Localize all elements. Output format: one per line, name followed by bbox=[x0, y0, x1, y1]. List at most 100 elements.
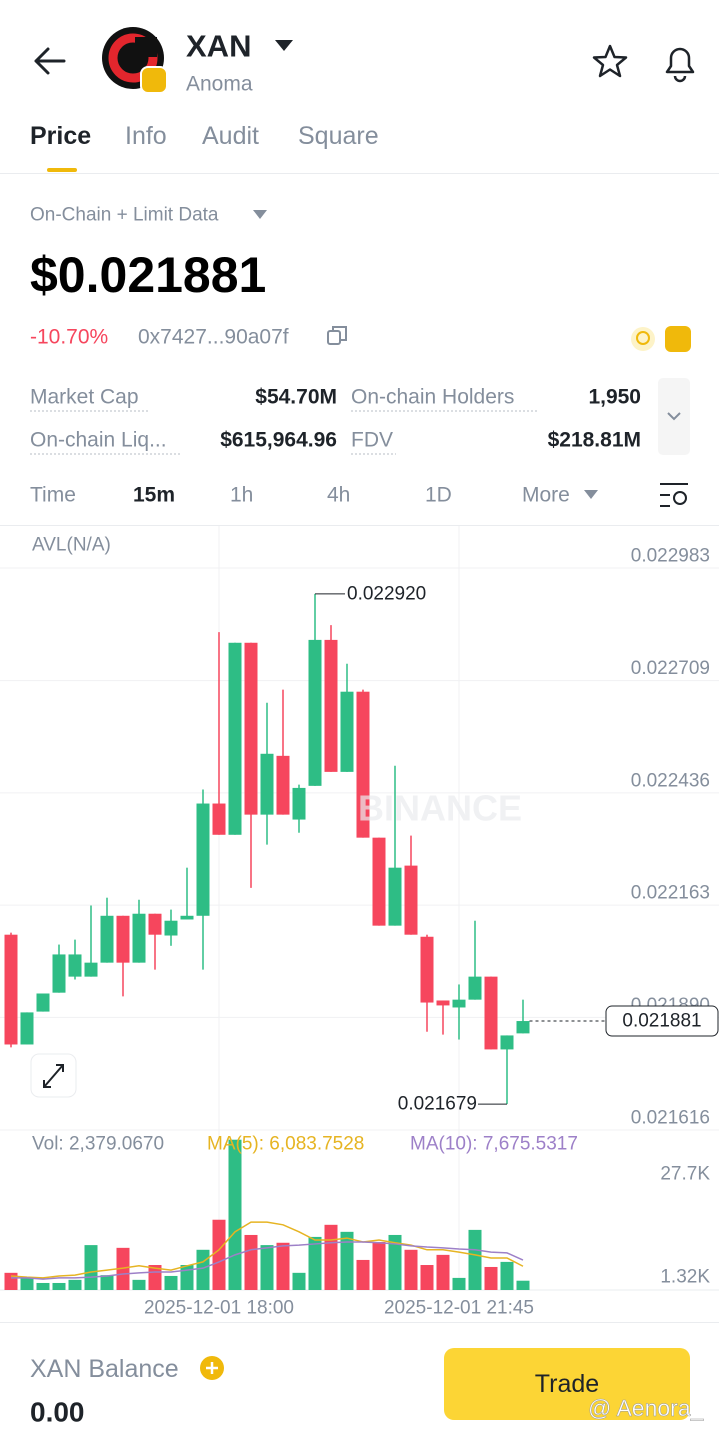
volume-bar bbox=[196, 1249, 210, 1290]
ma10-legend: MA(10): 7,675.5317 bbox=[410, 1134, 578, 1155]
volume-bar bbox=[228, 1139, 242, 1290]
chart-settings[interactable] bbox=[660, 483, 688, 507]
more-dropdown[interactable] bbox=[584, 490, 598, 499]
indicator-label: AVL(N/A) bbox=[32, 535, 111, 556]
volume-bar bbox=[212, 1219, 226, 1290]
volume-bar bbox=[132, 1279, 146, 1290]
candle-body bbox=[68, 954, 82, 977]
volume-bar bbox=[500, 1261, 514, 1290]
candle-body bbox=[324, 639, 338, 772]
volume-bar bbox=[36, 1282, 50, 1290]
divider bbox=[0, 525, 719, 526]
volume-bar bbox=[244, 1234, 258, 1290]
interval[interactable]: 15m bbox=[133, 484, 175, 507]
chevron bbox=[667, 412, 681, 421]
symbol-dropdown[interactable] bbox=[275, 40, 293, 51]
source-dropdown[interactable] bbox=[253, 210, 267, 219]
candle-body bbox=[340, 691, 354, 772]
candle-body bbox=[196, 803, 210, 916]
price-change: -10.70% bbox=[30, 326, 108, 349]
volume-bar bbox=[276, 1242, 290, 1290]
tab[interactable]: Audit bbox=[202, 122, 259, 150]
token-symbol: XAN bbox=[186, 29, 251, 64]
y-tick-label: 0.022436 bbox=[631, 770, 710, 791]
interval[interactable]: 1h bbox=[230, 484, 253, 507]
volume-bar bbox=[148, 1265, 162, 1290]
tab[interactable]: Price bbox=[30, 122, 91, 150]
volume-tick-label: 27.7K bbox=[660, 1163, 710, 1184]
back-button[interactable] bbox=[34, 47, 66, 75]
volume-tick-label: 1.32K bbox=[660, 1266, 710, 1287]
candle-body bbox=[484, 976, 498, 1050]
alert-button[interactable] bbox=[665, 47, 695, 83]
y-tick-label: 0.021616 bbox=[631, 1108, 710, 1129]
copy-button[interactable] bbox=[327, 326, 347, 345]
volume-bar bbox=[516, 1280, 530, 1290]
favorite-button[interactable] bbox=[592, 44, 628, 78]
interval[interactable]: More bbox=[522, 484, 570, 507]
candle-body bbox=[452, 999, 466, 1008]
ma5-line bbox=[10, 1221, 524, 1279]
ma10-line bbox=[11, 1241, 524, 1280]
candle-body bbox=[372, 837, 386, 926]
stat-value: $218.81M bbox=[548, 429, 641, 452]
volume-bar bbox=[260, 1245, 274, 1290]
candle-body bbox=[244, 642, 258, 815]
stat-label: FDV bbox=[351, 429, 393, 452]
x-tick-label: 2025-12-01 21:45 bbox=[384, 1298, 534, 1319]
candle-body bbox=[228, 642, 242, 835]
data-source[interactable]: On-Chain + Limit Data bbox=[30, 205, 219, 226]
stat-label: On-chain Liq... bbox=[30, 429, 167, 452]
candle-body bbox=[388, 867, 402, 926]
candle-body bbox=[420, 936, 434, 1003]
candle-body bbox=[52, 954, 66, 993]
token-name: Anoma bbox=[186, 73, 253, 96]
candle-body bbox=[292, 787, 306, 820]
volume-bar bbox=[388, 1234, 402, 1290]
volume-bar bbox=[84, 1245, 98, 1290]
candle-body bbox=[180, 915, 194, 920]
add-balance[interactable] bbox=[200, 1356, 224, 1380]
trade-label: Trade bbox=[535, 1370, 599, 1398]
tab[interactable]: Square bbox=[298, 122, 379, 150]
badge bbox=[665, 326, 691, 352]
volume-bar bbox=[404, 1249, 418, 1290]
candle-body bbox=[148, 913, 162, 935]
divider bbox=[0, 1322, 719, 1323]
trade-button[interactable] bbox=[444, 1348, 690, 1420]
user-watermark: @ Aenora_ bbox=[588, 1395, 705, 1421]
volume-legend: Vol: 2,379.0670 bbox=[32, 1134, 164, 1155]
balance-value: 0.00 bbox=[30, 1397, 85, 1428]
volume-bar bbox=[20, 1277, 34, 1290]
candle-body bbox=[212, 803, 226, 835]
expand-stats[interactable] bbox=[658, 378, 690, 455]
interval[interactable]: 4h bbox=[327, 484, 350, 507]
y-tick-label: 0.022709 bbox=[631, 658, 710, 679]
stat-value: 1,950 bbox=[588, 386, 641, 409]
volume-bar bbox=[372, 1241, 386, 1290]
stat-label: On-chain Holders bbox=[351, 386, 514, 409]
candle-body bbox=[36, 993, 50, 1012]
high-label: 0.022920 bbox=[347, 583, 426, 604]
interval[interactable]: 1D bbox=[425, 484, 452, 507]
volume-bar bbox=[164, 1275, 178, 1290]
candle-body bbox=[20, 1012, 34, 1045]
tab[interactable]: Info bbox=[125, 122, 167, 150]
candle-body bbox=[308, 639, 322, 786]
interval: Time bbox=[30, 484, 76, 507]
volume-bar bbox=[452, 1277, 466, 1290]
volume-bar bbox=[52, 1282, 66, 1290]
token-logo bbox=[102, 27, 168, 94]
candle-body bbox=[356, 691, 370, 838]
candle-body bbox=[276, 755, 290, 815]
volume-bar bbox=[292, 1272, 306, 1290]
volume-bar bbox=[356, 1259, 370, 1290]
volume-bar bbox=[468, 1229, 482, 1290]
volume-bar bbox=[68, 1279, 82, 1290]
contract-address: 0x7427...90a07f bbox=[138, 326, 289, 349]
volume-bar bbox=[324, 1224, 338, 1290]
volume-bar bbox=[180, 1265, 194, 1290]
fullscreen-button[interactable] bbox=[30, 1053, 77, 1098]
candle-body bbox=[132, 913, 146, 963]
candle-body bbox=[500, 1035, 514, 1050]
